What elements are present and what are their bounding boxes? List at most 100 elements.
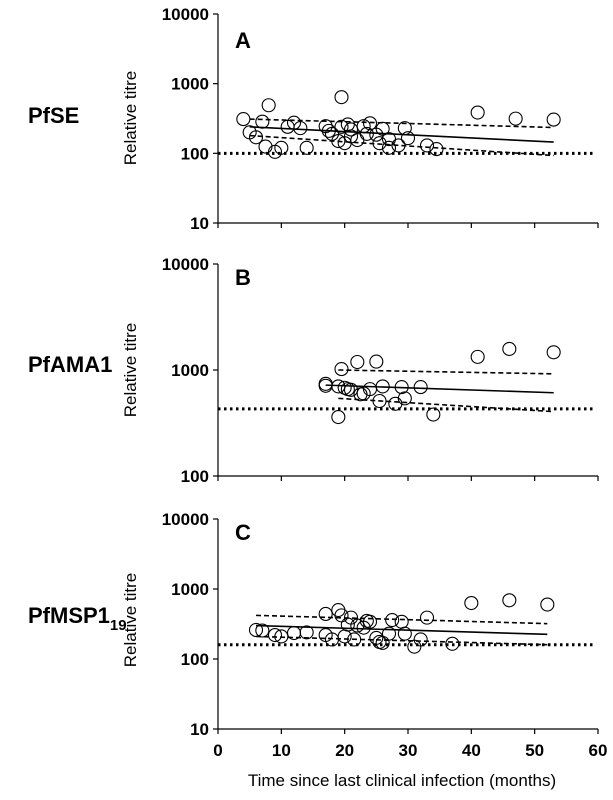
y-tick-label: 1000	[171, 580, 209, 599]
data-point	[397, 626, 412, 641]
x-tick-label: 50	[525, 741, 544, 760]
x-tick-label: 60	[589, 741, 608, 760]
y-axis-label: Relative titre	[121, 323, 140, 417]
x-axis: 0 10 20 30 40 50 60	[213, 741, 607, 760]
y-tick-label: 10	[190, 214, 209, 233]
data-point	[299, 625, 314, 640]
data-point	[236, 112, 251, 127]
data-point	[286, 625, 302, 641]
data-point	[343, 382, 359, 397]
y-tick-label: 10000	[162, 255, 209, 274]
data-point	[372, 136, 387, 151]
y-tick-label: 10	[190, 720, 209, 739]
y-tick-label: 10000	[162, 5, 209, 24]
y-tick-label: 100	[181, 144, 209, 163]
data-point	[255, 623, 270, 638]
ci-lower-line	[255, 635, 548, 646]
data-point	[369, 354, 384, 369]
data-point	[293, 121, 308, 136]
data-point	[394, 614, 409, 629]
x-axis-label: Time since last clinical infection (mont…	[248, 771, 556, 790]
data-point	[350, 618, 365, 633]
data-point	[299, 140, 314, 155]
data-point	[334, 362, 349, 377]
fit-line	[325, 384, 554, 394]
y-tick-label: 10000	[162, 510, 209, 529]
data-point	[318, 606, 333, 622]
data-point	[350, 354, 365, 370]
data-point	[248, 622, 264, 638]
data-point	[321, 123, 336, 138]
data-point	[546, 345, 561, 360]
data-point	[429, 142, 444, 157]
data-point	[388, 396, 403, 411]
data-point	[356, 119, 371, 134]
data-point	[381, 626, 397, 641]
fit-line	[249, 126, 554, 143]
data-point	[502, 593, 517, 608]
y-tick-label: 100	[181, 650, 209, 669]
ci-upper-line	[255, 614, 548, 625]
antigen-label: PfSE	[28, 103, 79, 128]
data-point	[274, 629, 289, 644]
x-tick-label: 0	[213, 741, 222, 760]
y-axis-label: Relative titre	[121, 573, 140, 667]
data-point	[334, 90, 349, 105]
y-axis-label: Relative titre	[121, 71, 140, 165]
data-point	[413, 380, 428, 395]
data-point	[445, 636, 460, 651]
ci-lower-line	[249, 134, 554, 157]
data-point	[375, 379, 390, 394]
data-point	[334, 119, 349, 134]
data-point	[413, 632, 428, 647]
data-point	[248, 130, 264, 145]
data-point	[375, 121, 390, 136]
data-point	[267, 627, 283, 643]
data-point	[400, 131, 416, 146]
data-point	[470, 105, 485, 120]
data-point	[274, 140, 289, 155]
data-point	[359, 126, 374, 141]
data-point	[385, 613, 400, 628]
data-point	[340, 617, 355, 632]
data-point	[502, 341, 517, 356]
ci-upper-line	[338, 369, 554, 375]
panel-letter: A	[235, 28, 251, 53]
panel-letter: B	[235, 265, 251, 290]
data-point	[331, 409, 346, 425]
panel-c: PfMSP119 Relative titre C 10 100 1000 10000	[28, 510, 599, 739]
data-point	[508, 111, 523, 126]
data-point	[372, 393, 387, 409]
data-point	[419, 610, 435, 625]
panel-a: PfSE Relative titre A 10 100 1000 10000	[28, 5, 599, 233]
data-point	[394, 380, 409, 395]
data-point	[426, 407, 441, 422]
data-point	[381, 140, 397, 155]
y-tick-label: 1000	[171, 361, 209, 380]
data-point	[419, 138, 435, 153]
data-point	[464, 595, 479, 611]
data-point	[540, 597, 555, 612]
data-point	[258, 139, 273, 154]
data-point	[362, 116, 378, 131]
data-point	[470, 349, 485, 364]
data-point	[546, 112, 561, 127]
x-tick-label: 30	[399, 741, 418, 760]
data-point	[397, 121, 412, 136]
x-tick-label: 10	[272, 741, 291, 760]
fit-line	[255, 624, 548, 636]
antigen-label: PfAMA1	[28, 352, 112, 377]
data-point	[331, 134, 346, 149]
panel-letter: C	[235, 520, 251, 545]
y-tick-label: 100	[181, 467, 209, 486]
ci-lower-line	[338, 397, 554, 413]
data-point	[255, 114, 270, 129]
panel-b: PfAMA1 Relative titre B 100 1000 10000	[28, 255, 599, 486]
y-tick-label: 1000	[171, 75, 209, 94]
data-point	[337, 629, 352, 644]
data-point	[391, 138, 406, 153]
data-point	[362, 614, 378, 629]
x-tick-label: 20	[335, 741, 354, 760]
antigen-label: PfMSP119	[28, 603, 127, 634]
